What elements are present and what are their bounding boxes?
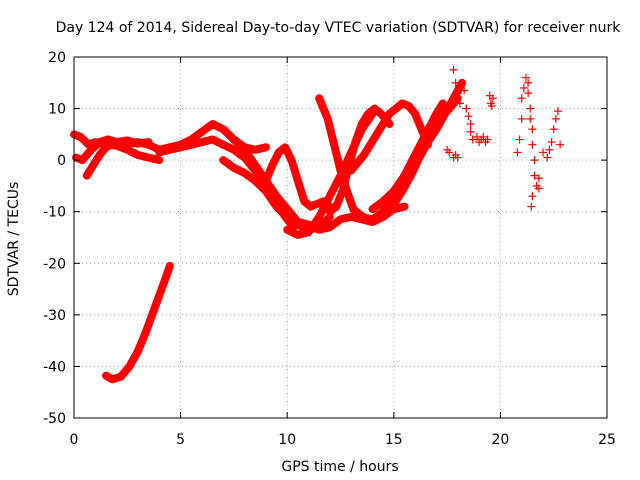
x-tick-label: 15: [385, 432, 403, 448]
scatter-point: [528, 140, 537, 149]
y-tick-label: -50: [43, 411, 66, 427]
scatter-point: [526, 104, 535, 113]
y-tick-label: 20: [48, 50, 66, 66]
x-tick-label: 10: [278, 432, 296, 448]
scatter-point: [543, 153, 552, 162]
scatter-point: [530, 171, 539, 180]
scatter-point: [453, 89, 462, 98]
scatter-point: [551, 114, 560, 123]
scatter-point: [519, 83, 528, 92]
scatter-point: [517, 94, 526, 103]
scatter-point: [513, 148, 522, 157]
scatter-point: [524, 89, 533, 98]
scatter-point: [553, 107, 562, 116]
scatter-point: [539, 148, 548, 157]
scatter-point: [464, 112, 473, 121]
scatter-point: [556, 140, 565, 149]
scatter-point: [453, 153, 462, 162]
series-line-s8: [261, 143, 334, 211]
scatter-point: [530, 156, 539, 165]
scatter-point: [466, 127, 475, 136]
x-tick-label: 5: [176, 432, 185, 448]
x-tick-label: 20: [491, 432, 509, 448]
scatter-point: [515, 135, 524, 144]
series-line-s10: [315, 94, 409, 226]
y-axis-label: SDTVAR / TECUs: [6, 182, 22, 297]
y-tick-label: -10: [43, 205, 66, 221]
scatter-point: [483, 135, 492, 144]
y-ticks: 20 10 0 -10 -20 -30 -40 -50: [43, 50, 607, 427]
series-line-s7: [229, 135, 377, 234]
scatter-point: [449, 65, 458, 74]
series-line-s13: [357, 99, 447, 224]
series-line-s15: [389, 78, 466, 208]
scatter-point: [466, 120, 475, 129]
y-tick-label: 10: [48, 102, 66, 118]
scatter-point: [445, 148, 454, 157]
scatter-layer: [443, 65, 565, 211]
scatter-point: [534, 184, 543, 193]
scatter-point: [545, 145, 554, 154]
scatter-point: [479, 132, 488, 141]
y-tick-label: -20: [43, 256, 66, 272]
scatter-point: [451, 78, 460, 87]
series-line-s12: [347, 99, 432, 175]
scatter-point: [462, 104, 471, 113]
scatter-point: [528, 125, 537, 134]
x-tick-label: 25: [598, 432, 616, 448]
plot-frame: [73, 56, 608, 419]
scatter-point: [528, 192, 537, 201]
series-line-s1: [102, 261, 174, 384]
series-layer: [70, 78, 466, 384]
scatter-point: [517, 114, 526, 123]
grid: [74, 57, 607, 418]
y-tick-label: -30: [43, 308, 66, 324]
scatter-point: [527, 202, 536, 211]
scatter-point: [549, 125, 558, 134]
x-tick-label: 0: [70, 432, 79, 448]
x-ticks: 0 5 10 15 20 25: [70, 57, 616, 448]
scatter-point: [487, 101, 496, 110]
x-axis-label: GPS time / hours: [281, 459, 398, 475]
chart-title: Day 124 of 2014, Sidereal Day-to-day VTE…: [56, 20, 622, 36]
series-line-s5: [155, 135, 298, 232]
scatter-point: [534, 174, 543, 183]
scatter-point: [524, 78, 533, 87]
scatter-point: [455, 99, 464, 108]
scatter-point: [521, 73, 530, 82]
scatter-point: [547, 138, 556, 147]
scatter-point: [460, 86, 469, 95]
y-tick-label: 0: [57, 153, 66, 169]
scatter-point: [468, 135, 477, 144]
series-line-s11: [325, 104, 394, 216]
scatter-point: [526, 114, 535, 123]
scatter-point: [488, 94, 497, 103]
y-tick-label: -40: [43, 359, 66, 375]
